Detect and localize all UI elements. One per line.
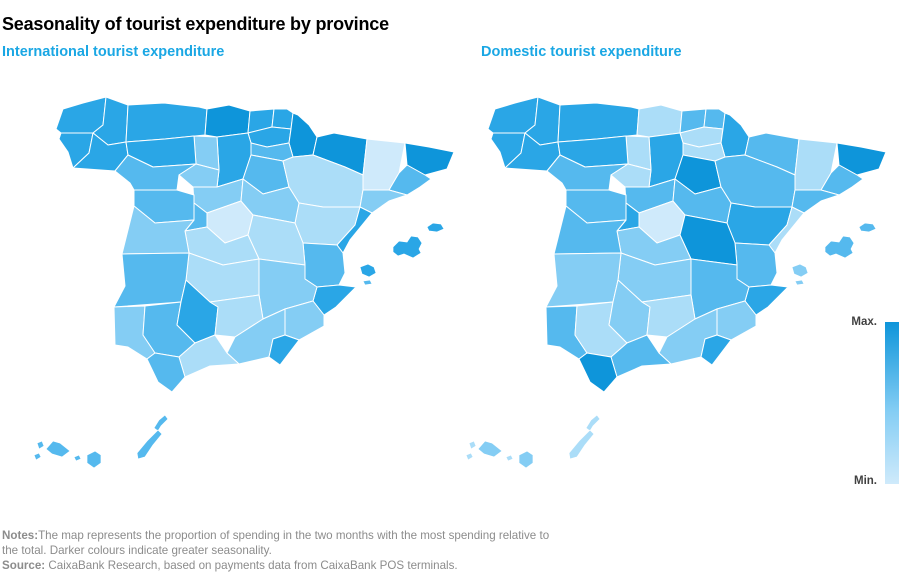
- province-tarragona: [359, 189, 408, 214]
- province-valencia: [734, 242, 778, 288]
- province-formentera: [794, 279, 805, 286]
- province-tenerife: [477, 440, 503, 458]
- province-badajoz: [545, 252, 622, 308]
- province-grancanaria: [518, 450, 534, 469]
- legend-gradient-bar: [885, 322, 899, 484]
- province-gipuzkoa: [703, 108, 726, 130]
- province-lanzarote: [585, 414, 601, 432]
- province-lagomera: [73, 454, 82, 462]
- province-acoruna: [55, 96, 107, 134]
- province-tenerife: [45, 440, 71, 458]
- province-fuerteventura: [568, 429, 595, 460]
- province-lapalma: [36, 440, 45, 450]
- source-label: Source:: [2, 559, 46, 572]
- province-formentera: [362, 279, 373, 286]
- province-cantabria: [636, 104, 683, 138]
- province-lapalma: [468, 440, 477, 450]
- spain-map-svg-domestic: [465, 96, 887, 469]
- province-gipuzkoa: [271, 108, 294, 130]
- source-text: CaixaBank Research, based on payments da…: [48, 559, 458, 572]
- province-cadiz: [146, 352, 186, 393]
- province-cantabria: [204, 104, 251, 138]
- province-acoruna: [487, 96, 539, 134]
- province-murcia: [716, 300, 757, 341]
- spain-map-svg-international: [33, 96, 455, 469]
- province-navarra: [720, 112, 750, 158]
- map-subtitle-international: International tourist expenditure: [2, 44, 225, 60]
- province-elhierro: [33, 452, 42, 461]
- source-line: Source: CaixaBank Research, based on pay…: [2, 558, 558, 573]
- province-mallorca: [824, 235, 855, 259]
- province-tarragona: [791, 189, 840, 214]
- map-domestic: [457, 85, 897, 485]
- map-international: [25, 85, 465, 485]
- province-ibiza: [359, 263, 377, 278]
- province-lanzarote: [153, 414, 169, 432]
- province-fuerteventura: [136, 429, 163, 460]
- page-title: Seasonality of tourist expenditure by pr…: [2, 14, 389, 35]
- notes-text: The map represents the proportion of spe…: [2, 529, 550, 557]
- province-almeria: [700, 334, 732, 366]
- province-almeria: [268, 334, 300, 366]
- legend-min-label: Min.: [854, 475, 877, 487]
- province-elhierro: [465, 452, 474, 461]
- province-cadiz: [578, 352, 618, 393]
- province-lagomera: [505, 454, 514, 462]
- footer-notes: Notes:The map represents the proportion …: [2, 528, 558, 573]
- map-subtitle-domestic: Domestic tourist expenditure: [481, 44, 682, 60]
- province-navarra: [288, 112, 318, 158]
- notes-line: Notes:The map represents the proportion …: [2, 528, 558, 558]
- notes-label: Notes:: [2, 529, 39, 542]
- province-grancanaria: [86, 450, 102, 469]
- province-mallorca: [392, 235, 423, 259]
- province-ibiza: [791, 263, 809, 278]
- province-badajoz: [113, 252, 190, 308]
- province-murcia: [284, 300, 325, 341]
- province-menorca: [858, 222, 877, 233]
- province-menorca: [426, 222, 445, 233]
- province-valencia: [302, 242, 346, 288]
- legend-max-label: Max.: [851, 316, 877, 328]
